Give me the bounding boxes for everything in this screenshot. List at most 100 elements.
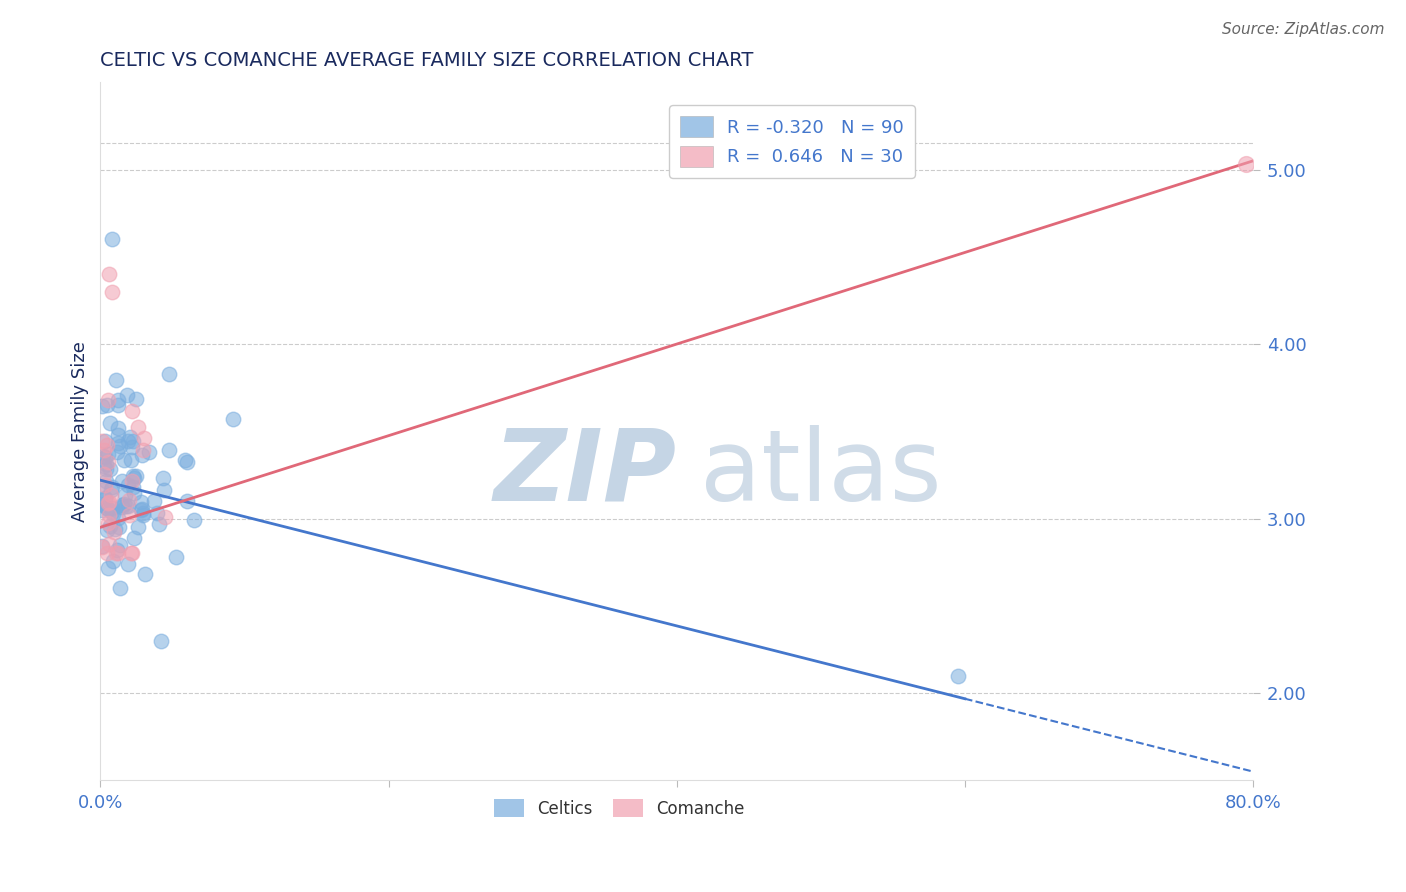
Point xyxy=(96,546,118,560)
Point xyxy=(157,368,180,382)
Point xyxy=(94,492,117,507)
Point xyxy=(152,471,174,485)
Point xyxy=(96,523,118,537)
Point xyxy=(111,498,134,512)
Point xyxy=(100,500,122,515)
Point xyxy=(98,267,121,281)
Point xyxy=(97,561,120,575)
Point xyxy=(117,557,139,571)
Point xyxy=(90,502,112,516)
Point xyxy=(127,420,149,434)
Point xyxy=(121,403,143,417)
Point xyxy=(125,469,148,483)
Text: ZIP: ZIP xyxy=(494,425,676,522)
Point xyxy=(112,497,135,511)
Point xyxy=(121,468,143,483)
Point xyxy=(107,511,129,525)
Point xyxy=(100,505,122,519)
Point xyxy=(108,538,131,552)
Point xyxy=(100,488,122,502)
Point xyxy=(107,520,129,534)
Point xyxy=(121,546,143,560)
Point xyxy=(107,420,129,434)
Point xyxy=(183,513,205,527)
Point xyxy=(101,554,124,568)
Point xyxy=(153,510,176,524)
Text: Source: ZipAtlas.com: Source: ZipAtlas.com xyxy=(1222,22,1385,37)
Point xyxy=(134,567,156,582)
Point xyxy=(122,532,145,546)
Point xyxy=(122,434,145,449)
Point xyxy=(98,461,121,475)
Point xyxy=(97,495,120,509)
Point xyxy=(104,546,127,560)
Point xyxy=(97,537,120,551)
Point xyxy=(115,499,138,513)
Point xyxy=(93,467,115,482)
Point xyxy=(124,486,146,500)
Point xyxy=(90,539,112,553)
Point xyxy=(90,400,112,414)
Point xyxy=(107,435,129,450)
Point xyxy=(103,525,125,540)
Point xyxy=(91,450,114,464)
Point xyxy=(97,502,120,516)
Point xyxy=(157,442,180,457)
Point xyxy=(150,633,173,648)
Point xyxy=(142,494,165,508)
Point xyxy=(121,441,143,455)
Point xyxy=(107,398,129,412)
Point xyxy=(104,522,127,536)
Point xyxy=(176,455,198,469)
Point xyxy=(118,430,141,444)
Point xyxy=(98,518,121,533)
Point xyxy=(117,434,139,448)
Point xyxy=(112,453,135,467)
Point xyxy=(90,540,112,554)
Point xyxy=(97,447,120,461)
Text: CELTIC VS COMANCHE AVERAGE FAMILY SIZE CORRELATION CHART: CELTIC VS COMANCHE AVERAGE FAMILY SIZE C… xyxy=(100,51,754,70)
Point xyxy=(107,546,129,560)
Point xyxy=(127,520,149,534)
Point xyxy=(96,438,118,452)
Point xyxy=(153,483,176,497)
Point xyxy=(97,455,120,469)
Point xyxy=(96,501,118,516)
Point xyxy=(93,443,115,458)
Point xyxy=(222,412,245,426)
Point xyxy=(117,499,139,513)
Point xyxy=(98,416,121,430)
Point xyxy=(117,478,139,492)
Point xyxy=(107,427,129,442)
Point xyxy=(132,431,155,445)
Point xyxy=(117,492,139,507)
Point xyxy=(96,398,118,412)
Point xyxy=(165,550,187,565)
Point xyxy=(94,477,117,491)
Point xyxy=(121,474,143,488)
Point xyxy=(94,450,117,464)
Point xyxy=(105,445,128,459)
Point xyxy=(115,388,138,402)
Point xyxy=(96,462,118,476)
Point xyxy=(98,508,121,522)
Point xyxy=(97,516,120,530)
Point xyxy=(132,443,155,458)
Point xyxy=(125,392,148,407)
Point xyxy=(101,285,124,299)
Point xyxy=(105,543,128,558)
Text: atlas: atlas xyxy=(700,425,942,522)
Point xyxy=(93,491,115,505)
Point xyxy=(94,434,117,449)
Point xyxy=(120,453,142,467)
Point xyxy=(91,498,114,512)
Point xyxy=(101,507,124,521)
Point xyxy=(122,480,145,494)
Y-axis label: Average Family Size: Average Family Size xyxy=(72,341,89,522)
Point xyxy=(129,495,152,509)
Point xyxy=(148,517,170,532)
Point xyxy=(90,483,112,497)
Legend: Celtics, Comanche: Celtics, Comanche xyxy=(486,793,751,824)
Point xyxy=(120,546,142,560)
Point xyxy=(97,496,120,510)
